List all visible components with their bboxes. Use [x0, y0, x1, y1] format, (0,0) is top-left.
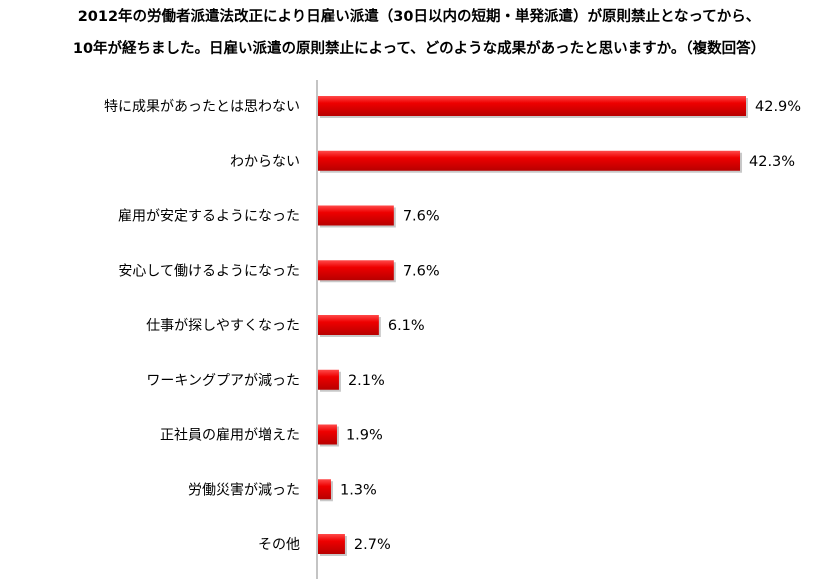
bar — [318, 534, 345, 554]
bar — [318, 96, 746, 116]
bar — [318, 150, 741, 171]
chart-title-line-1: 2012年の労働者派遣法改正により日雇い派遣（30日以内の短期・単発派遣）が原則… — [77, 9, 761, 25]
bar — [318, 424, 337, 445]
category-label: 正社員の雇用が増えた — [160, 427, 300, 444]
bar — [318, 369, 339, 390]
bar — [318, 205, 394, 226]
bar — [318, 315, 379, 335]
value-label: 6.1% — [388, 318, 425, 334]
value-label: 2.1% — [348, 373, 385, 389]
value-label: 1.3% — [340, 482, 377, 498]
category-label: わからない — [230, 154, 300, 170]
bar — [318, 479, 331, 500]
chart-title-line-2: 10年が経ちました。日雇い派遣の原則禁止によって、どのような成果があったと思いま… — [72, 41, 766, 57]
category-label: 雇用が安定するようになった — [118, 208, 300, 225]
category-label: 仕事が探しやすくなった — [146, 318, 300, 334]
value-label: 7.6% — [403, 209, 440, 225]
category-label: 特に成果があったとは思わない — [104, 99, 300, 115]
value-label: 2.7% — [354, 537, 391, 553]
value-label: 42.9% — [755, 99, 801, 115]
value-label: 42.3% — [749, 154, 795, 170]
value-label: 7.6% — [403, 263, 440, 279]
category-label: 労働災害が減った — [188, 481, 300, 498]
bar — [318, 260, 394, 281]
value-label: 1.9% — [346, 428, 383, 444]
category-label: その他 — [258, 537, 300, 553]
category-label: ワーキングプアが減った — [146, 372, 300, 389]
category-label: 安心して働けるようになった — [118, 263, 300, 279]
